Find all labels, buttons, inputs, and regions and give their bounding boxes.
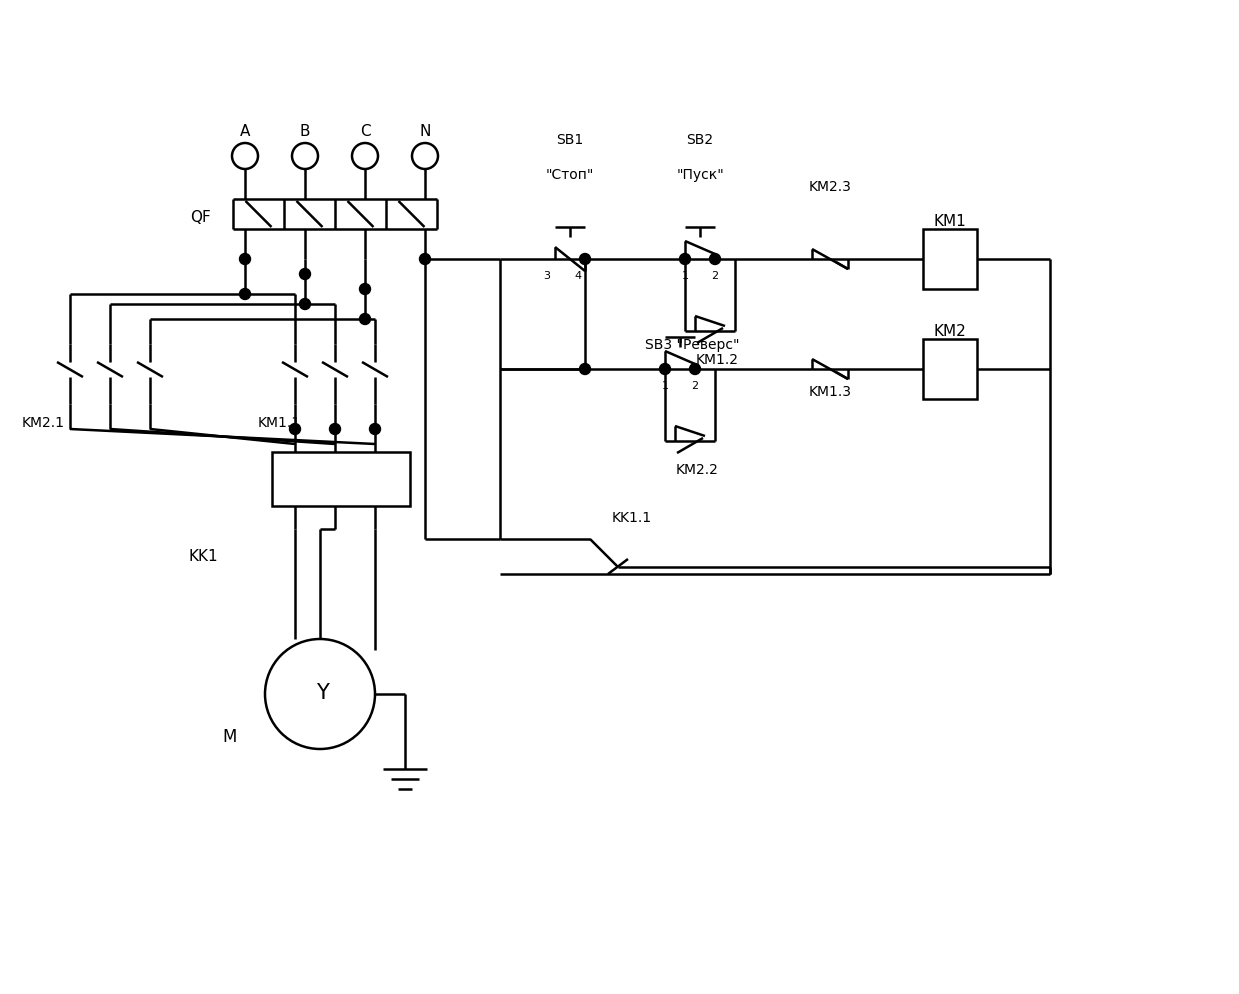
Text: Y: Y xyxy=(316,682,328,703)
Text: N: N xyxy=(419,124,431,139)
Text: "Стоп": "Стоп" xyxy=(546,168,595,182)
Text: SB2: SB2 xyxy=(686,133,714,147)
Circle shape xyxy=(689,364,700,375)
Text: 2: 2 xyxy=(711,270,719,280)
Text: KM2: KM2 xyxy=(934,324,966,339)
Circle shape xyxy=(290,424,301,435)
Text: SB3 "Реверс": SB3 "Реверс" xyxy=(644,338,740,352)
Text: 1: 1 xyxy=(681,270,689,280)
Circle shape xyxy=(420,254,430,265)
Text: 2: 2 xyxy=(691,381,699,391)
Circle shape xyxy=(359,314,370,325)
Circle shape xyxy=(659,364,670,375)
Text: SB1: SB1 xyxy=(556,133,584,147)
Text: "Пуск": "Пуск" xyxy=(676,168,724,182)
Text: A: A xyxy=(240,124,250,139)
Text: KM1.2: KM1.2 xyxy=(695,353,738,367)
Circle shape xyxy=(580,364,591,375)
Text: 4: 4 xyxy=(575,270,581,280)
Circle shape xyxy=(369,424,380,435)
Bar xyxy=(923,230,978,289)
Bar xyxy=(273,452,410,507)
Circle shape xyxy=(239,289,250,300)
Text: KM2.2: KM2.2 xyxy=(675,462,719,476)
Text: 1: 1 xyxy=(662,381,669,391)
Text: M: M xyxy=(222,728,237,746)
Text: C: C xyxy=(359,124,370,139)
Circle shape xyxy=(300,269,311,280)
Text: KK1.1: KK1.1 xyxy=(612,511,652,525)
Circle shape xyxy=(710,254,721,265)
Text: KM1: KM1 xyxy=(934,215,966,230)
Circle shape xyxy=(679,254,690,265)
Text: KM1.3: KM1.3 xyxy=(809,385,851,399)
Circle shape xyxy=(239,254,250,265)
Bar xyxy=(923,340,978,400)
Text: KM1.1: KM1.1 xyxy=(258,415,301,429)
Text: KK1: KK1 xyxy=(188,549,218,564)
Text: QF: QF xyxy=(190,211,211,226)
Text: KM2.1: KM2.1 xyxy=(22,415,64,429)
Circle shape xyxy=(580,254,591,265)
Circle shape xyxy=(330,424,341,435)
Circle shape xyxy=(359,284,370,295)
Circle shape xyxy=(300,299,311,310)
Text: B: B xyxy=(300,124,310,139)
Text: 3: 3 xyxy=(544,270,550,280)
Text: KM2.3: KM2.3 xyxy=(809,180,851,194)
